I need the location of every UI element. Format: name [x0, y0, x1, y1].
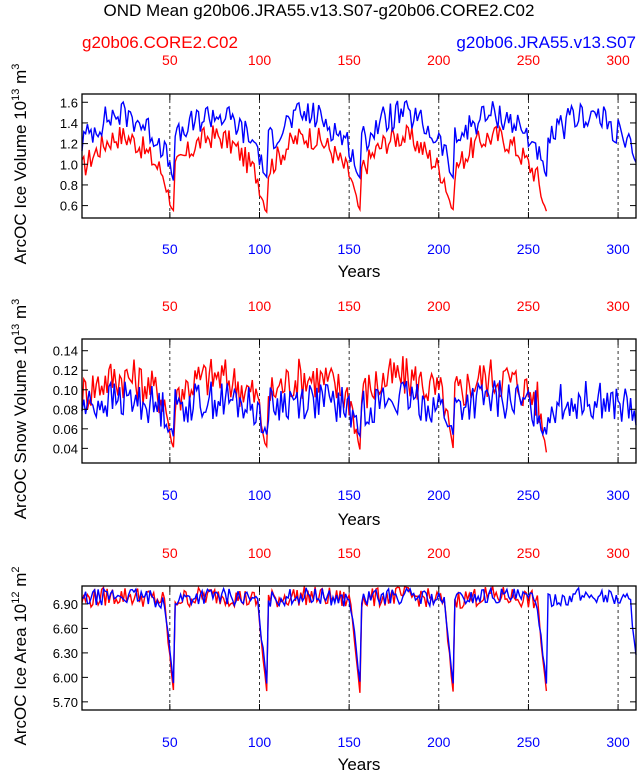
plot-frame: [81, 338, 637, 464]
x-tick-label-bottom: 250: [517, 241, 541, 257]
x-tick-label-bottom: 200: [427, 734, 451, 750]
x-tick-label-bottom: 50: [162, 487, 178, 503]
x-tick-label-bottom: 150: [337, 734, 361, 750]
y-tick-label: 0.10: [53, 383, 78, 398]
plot-frame: [81, 585, 637, 711]
x-tick-label-top: 50: [162, 545, 178, 561]
x-tick-label-bottom: 100: [248, 487, 272, 503]
x-axis-label: Years: [338, 755, 381, 772]
x-tick-label-bottom: 200: [427, 241, 451, 257]
ice-area-panel: 5.70 6.00 6.30 6.60 6.90 50 50 100 100 150 150 200 2…: [10, 545, 637, 772]
y-tick-label: 0.06: [53, 422, 78, 437]
x-tick-label-top: 100: [248, 52, 272, 68]
y-tick-label: 5.70: [53, 695, 78, 710]
x-tick-label-top: 50: [162, 298, 178, 314]
x-tick-label-top: 50: [162, 52, 178, 68]
x-tick-label-bottom: 150: [337, 241, 361, 257]
x-tick-label-bottom: 150: [337, 487, 361, 503]
x-tick-label-bottom: 100: [248, 241, 272, 257]
x-tick-label-top: 300: [606, 298, 630, 314]
x-tick-label-top: 150: [337, 52, 361, 68]
x-tick-label-bottom: 300: [606, 734, 630, 750]
series-line-red: [81, 585, 548, 693]
y-axis-label: ArcOC Ice Volume 1013 m3: [10, 64, 30, 265]
series-line-blue: [81, 380, 637, 439]
x-tick-label-top: 150: [337, 298, 361, 314]
x-tick-label-bottom: 300: [606, 487, 630, 503]
y-axis-label: ArcOC Ice Area 1012 m2: [10, 567, 30, 746]
x-tick-label-bottom: 50: [162, 734, 178, 750]
x-tick-label-top: 250: [517, 52, 541, 68]
y-tick-label: 1.4: [60, 116, 78, 131]
figure-title: OND Mean g20b06.JRA55.v13.S07-g20b06.COR…: [104, 1, 535, 20]
y-tick-label: 0.04: [53, 441, 78, 456]
y-tick-label: 1.0: [60, 157, 78, 172]
x-tick-label-top: 300: [606, 52, 630, 68]
y-tick-label: 6.00: [53, 670, 78, 685]
plot-frame: [81, 93, 637, 219]
x-tick-label-top: 300: [606, 545, 630, 561]
x-axis-label: Years: [338, 510, 381, 529]
y-tick-label: 0.12: [53, 363, 78, 378]
x-tick-label-bottom: 50: [162, 241, 178, 257]
series-line-red: [81, 123, 548, 214]
y-tick-label: 0.08: [53, 402, 78, 417]
series-line-blue: [81, 99, 637, 181]
x-tick-label-top: 100: [248, 298, 272, 314]
y-axis-label: ArcOC Snow Volume 1013 m3: [10, 299, 30, 520]
x-tick-label-top: 250: [517, 298, 541, 314]
snow-volume-panel: 0.04 0.06 0.08 0.10 0.12 0.14 50 50 100 100 150 150…: [10, 298, 637, 529]
legend-blue: g20b06.JRA55.v13.S07: [456, 33, 636, 52]
y-tick-label: 1.6: [60, 95, 78, 110]
x-tick-label-top: 200: [427, 52, 451, 68]
y-tick-label: 6.60: [53, 621, 78, 636]
x-tick-label-top: 200: [427, 545, 451, 561]
y-tick-label: 0.14: [53, 344, 78, 359]
x-tick-label-top: 150: [337, 545, 361, 561]
series-line-blue: [81, 586, 637, 684]
x-tick-label-top: 250: [517, 545, 541, 561]
y-tick-label: 1.2: [60, 137, 78, 152]
y-tick-label: 6.30: [53, 646, 78, 661]
ice-volume-panel: 0.6 0.8 1.0 1.2 1.4 1.6 50 50 100 100 150 150 200 200…: [10, 52, 637, 281]
y-tick-label: 0.8: [60, 178, 78, 193]
x-tick-label-bottom: 250: [517, 487, 541, 503]
x-tick-label-bottom: 100: [248, 734, 272, 750]
x-tick-label-bottom: 250: [517, 734, 541, 750]
x-axis-label: Years: [338, 262, 381, 281]
x-tick-label-bottom: 200: [427, 487, 451, 503]
x-tick-label-bottom: 300: [606, 241, 630, 257]
x-tick-label-top: 100: [248, 545, 272, 561]
x-tick-label-top: 200: [427, 298, 451, 314]
y-tick-label: 6.90: [53, 597, 78, 612]
legend-red: g20b06.CORE2.C02: [82, 33, 238, 52]
y-tick-label: 0.6: [60, 199, 78, 214]
